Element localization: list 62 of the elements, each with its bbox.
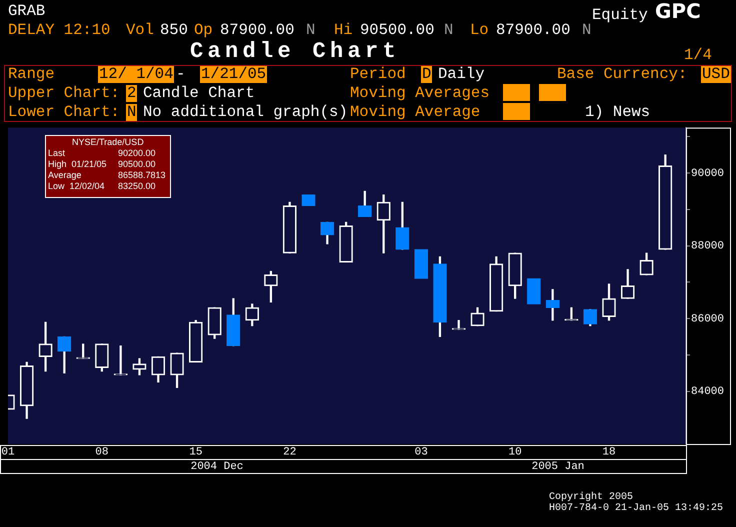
text: Period bbox=[350, 65, 406, 83]
text: - bbox=[176, 65, 186, 83]
annotation: 86588.7813 bbox=[118, 170, 166, 180]
x-tick-label: 18 bbox=[602, 446, 616, 459]
annotation: 83250.00 bbox=[118, 181, 156, 191]
text: N bbox=[126, 103, 138, 121]
text: Base Currency: bbox=[557, 65, 688, 83]
x-tick-label: 10 bbox=[508, 446, 522, 459]
y-tick-label: 88000 bbox=[691, 240, 724, 253]
candlestick bbox=[527, 278, 541, 304]
chart-title: Candle Chart bbox=[190, 39, 400, 64]
text: GRAB bbox=[8, 2, 46, 20]
x-tick-label: 22 bbox=[283, 446, 296, 459]
text: Daily bbox=[438, 65, 485, 83]
candlestick bbox=[452, 320, 466, 330]
x-tick-label: 03 bbox=[414, 446, 428, 459]
text: 87900.00 bbox=[496, 21, 570, 39]
text: Vol bbox=[126, 21, 154, 39]
text: N bbox=[582, 21, 592, 39]
x-tick-label: 15 bbox=[189, 446, 202, 459]
text: 90500.00 bbox=[360, 21, 434, 39]
x-tick-label: 01 bbox=[1, 446, 15, 459]
text: 2004 Dec bbox=[190, 461, 244, 473]
y-tick-label: 86000 bbox=[691, 313, 724, 326]
candlestick bbox=[414, 249, 428, 279]
text: Lower Chart: bbox=[8, 103, 120, 121]
text: H007-784-0 21-Jan-05 13:49:25 bbox=[549, 503, 724, 514]
text: 2005 Jan bbox=[532, 461, 584, 473]
text: N bbox=[306, 21, 316, 39]
text: DELAY 12:10 bbox=[8, 21, 110, 39]
text: Equity bbox=[592, 6, 648, 24]
annotation: Average bbox=[48, 170, 82, 180]
y-tick-label: 90000 bbox=[691, 168, 724, 180]
text: 1) News bbox=[585, 103, 650, 121]
y-tick-label: 84000 bbox=[691, 386, 724, 398]
text: Op bbox=[194, 21, 213, 39]
text: N bbox=[444, 21, 454, 39]
text: 12/ 1/04 bbox=[98, 65, 174, 83]
text: Range bbox=[8, 65, 55, 83]
text: Upper Chart: bbox=[8, 84, 120, 102]
text: 850 bbox=[160, 21, 188, 39]
text: Copyright 2005 bbox=[549, 492, 634, 503]
text: 87900.00 bbox=[220, 21, 294, 39]
annotation: Last bbox=[48, 148, 66, 158]
text: Hi bbox=[334, 21, 353, 39]
annotation: Low 12/02/04 bbox=[48, 181, 105, 191]
annotation: NYSE/Trade/USD bbox=[72, 137, 144, 147]
text: USD bbox=[701, 65, 731, 83]
annotation: High 01/21/05 bbox=[48, 159, 107, 169]
text: D bbox=[421, 65, 432, 83]
text: 1/4 bbox=[684, 46, 712, 64]
x-tick-label: 08 bbox=[95, 446, 109, 459]
text: Candle Chart bbox=[143, 84, 255, 102]
text: No additional graph(s) bbox=[143, 103, 348, 121]
text: 2 bbox=[126, 84, 138, 102]
text: Moving Average bbox=[350, 103, 480, 121]
annotation: 90200.00 bbox=[118, 148, 156, 158]
annotation: 90500.00 bbox=[118, 159, 156, 169]
text: Lo bbox=[470, 21, 489, 39]
text: Moving Averages bbox=[350, 84, 490, 102]
text: 1/21/05 bbox=[200, 65, 268, 83]
text: GPC bbox=[655, 0, 701, 23]
